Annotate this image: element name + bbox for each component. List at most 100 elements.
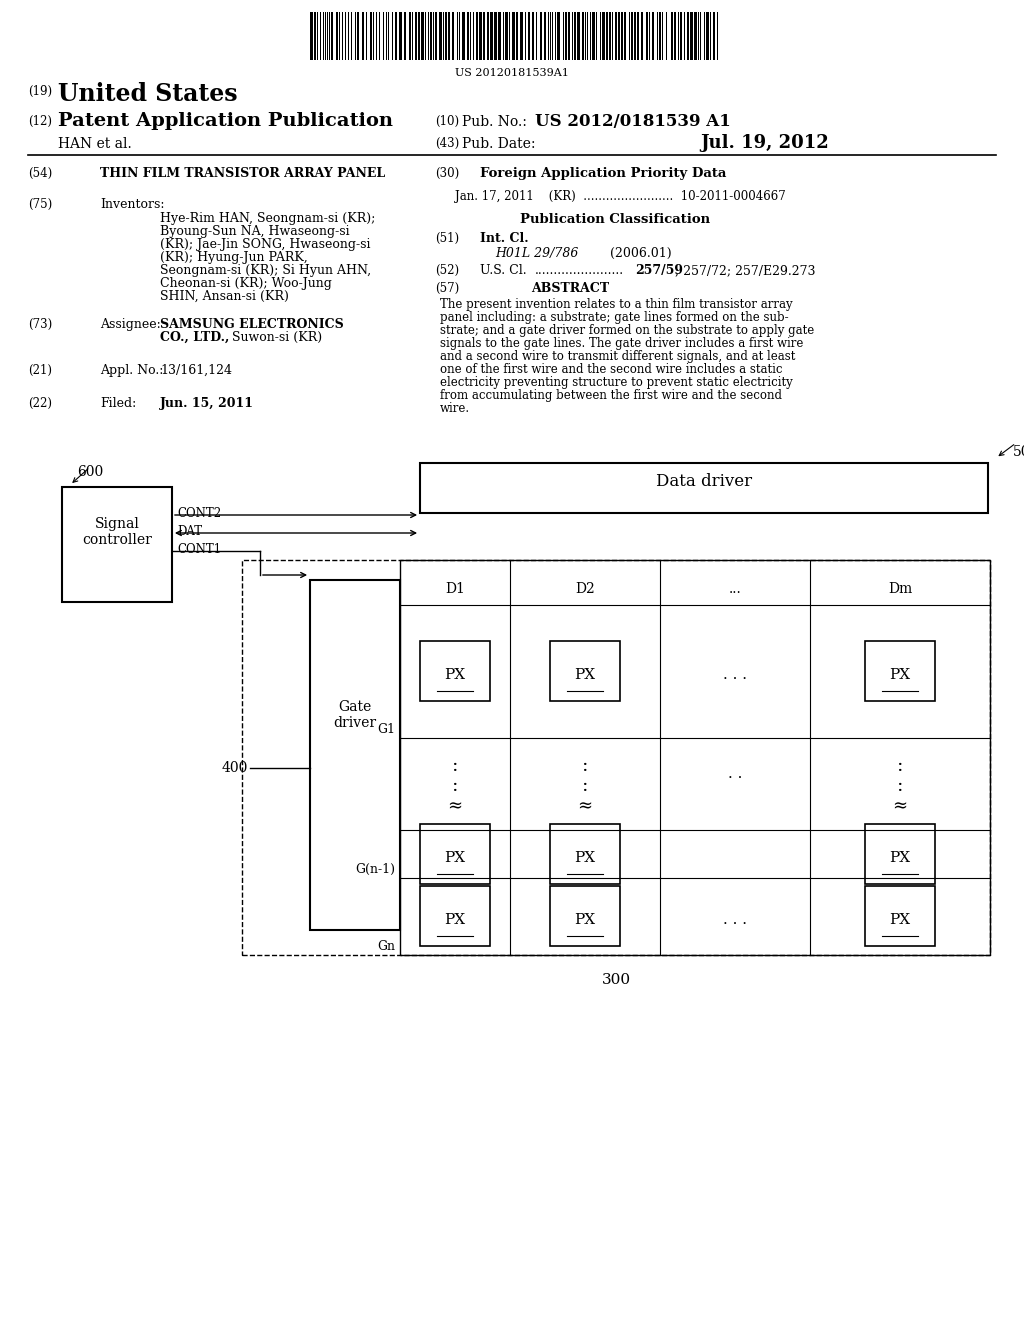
Bar bbox=[671, 12, 673, 59]
Bar bbox=[532, 12, 535, 59]
Text: Signal
controller: Signal controller bbox=[82, 517, 152, 548]
Bar bbox=[420, 642, 490, 701]
Bar bbox=[577, 12, 580, 59]
Bar bbox=[865, 642, 935, 701]
Text: signals to the gate lines. The gate driver includes a first wire: signals to the gate lines. The gate driv… bbox=[440, 337, 804, 350]
Bar bbox=[621, 12, 623, 59]
Text: PX: PX bbox=[444, 851, 466, 865]
Bar bbox=[520, 12, 523, 59]
Text: PX: PX bbox=[444, 668, 466, 682]
Text: Gn: Gn bbox=[377, 940, 395, 953]
Bar bbox=[370, 12, 372, 59]
Bar bbox=[494, 12, 497, 59]
Text: Dm: Dm bbox=[888, 582, 912, 597]
Text: (2006.01): (2006.01) bbox=[610, 247, 672, 260]
Text: CONT1: CONT1 bbox=[177, 543, 221, 556]
Text: :: : bbox=[452, 777, 459, 795]
Text: Jan. 17, 2011    (KR)  ........................  10-2011-0004667: Jan. 17, 2011 (KR) .....................… bbox=[455, 190, 785, 203]
Text: (KR); Jae-Jin SONG, Hwaseong-si: (KR); Jae-Jin SONG, Hwaseong-si bbox=[160, 238, 371, 251]
Text: Gate
driver: Gate driver bbox=[334, 700, 377, 730]
Text: Patent Application Publication: Patent Application Publication bbox=[58, 112, 393, 129]
Text: Seongnam-si (KR); Si Hyun AHN,: Seongnam-si (KR); Si Hyun AHN, bbox=[160, 264, 371, 277]
Bar bbox=[489, 12, 493, 59]
Text: D2: D2 bbox=[575, 582, 595, 597]
Text: (43): (43) bbox=[435, 137, 459, 150]
Bar bbox=[395, 12, 397, 59]
Text: ≈: ≈ bbox=[893, 797, 907, 814]
Bar bbox=[582, 12, 584, 59]
Bar bbox=[687, 12, 689, 59]
Bar bbox=[242, 560, 990, 954]
Text: Appl. No.:: Appl. No.: bbox=[100, 364, 164, 378]
Text: wire.: wire. bbox=[440, 403, 470, 414]
Bar bbox=[453, 12, 455, 59]
Text: panel including: a substrate; gate lines formed on the sub-: panel including: a substrate; gate lines… bbox=[440, 312, 788, 323]
Bar bbox=[418, 12, 420, 59]
Bar bbox=[545, 12, 547, 59]
Text: (52): (52) bbox=[435, 264, 459, 277]
Text: (KR); Hyung-Jun PARK,: (KR); Hyung-Jun PARK, bbox=[160, 251, 308, 264]
Bar bbox=[690, 12, 692, 59]
Bar bbox=[409, 12, 411, 59]
Text: Int. Cl.: Int. Cl. bbox=[480, 232, 528, 246]
Text: Jul. 19, 2012: Jul. 19, 2012 bbox=[700, 135, 828, 152]
Text: The present invention relates to a thin film transistor array: The present invention relates to a thin … bbox=[440, 298, 793, 312]
Bar bbox=[482, 12, 484, 59]
Text: :: : bbox=[582, 756, 588, 775]
Bar bbox=[646, 12, 648, 59]
Text: Byoung-Sun NA, Hwaseong-si: Byoung-Sun NA, Hwaseong-si bbox=[160, 224, 349, 238]
Text: ; 257/72; 257/E29.273: ; 257/72; 257/E29.273 bbox=[675, 264, 815, 277]
Bar bbox=[400, 560, 990, 954]
Text: G1: G1 bbox=[377, 723, 395, 737]
Text: CONT2: CONT2 bbox=[177, 507, 221, 520]
Bar bbox=[516, 12, 518, 59]
Bar bbox=[420, 463, 988, 513]
Text: United States: United States bbox=[58, 82, 238, 106]
Bar bbox=[865, 824, 935, 884]
Text: Jun. 15, 2011: Jun. 15, 2011 bbox=[160, 397, 254, 411]
Text: Pub. Date:: Pub. Date: bbox=[462, 137, 536, 150]
Bar bbox=[449, 12, 451, 59]
Bar bbox=[713, 12, 715, 59]
Text: PX: PX bbox=[574, 668, 596, 682]
Text: .......................: ....................... bbox=[535, 264, 624, 277]
Text: (19): (19) bbox=[28, 84, 52, 98]
Bar bbox=[463, 12, 465, 59]
Text: Publication Classification: Publication Classification bbox=[520, 213, 710, 226]
Bar bbox=[865, 886, 935, 946]
Text: Cheonan-si (KR); Woo-Jung: Cheonan-si (KR); Woo-Jung bbox=[160, 277, 332, 290]
Text: D1: D1 bbox=[445, 582, 465, 597]
Bar bbox=[435, 12, 437, 59]
Text: PX: PX bbox=[890, 668, 910, 682]
Bar bbox=[415, 12, 417, 59]
Text: (10): (10) bbox=[435, 115, 459, 128]
Text: ...: ... bbox=[729, 582, 741, 597]
Bar bbox=[314, 12, 316, 59]
Bar bbox=[475, 12, 477, 59]
Bar bbox=[602, 12, 605, 59]
Text: (12): (12) bbox=[28, 115, 52, 128]
Text: :: : bbox=[452, 756, 459, 775]
Text: DAT: DAT bbox=[177, 525, 202, 539]
Bar bbox=[420, 824, 490, 884]
Text: Filed:: Filed: bbox=[100, 397, 136, 411]
Text: Suwon-si (KR): Suwon-si (KR) bbox=[228, 331, 323, 345]
Text: (22): (22) bbox=[28, 397, 52, 411]
Bar bbox=[399, 12, 401, 59]
Text: 13/161,124: 13/161,124 bbox=[160, 364, 232, 378]
Bar bbox=[674, 12, 676, 59]
Bar bbox=[336, 12, 338, 59]
Text: and a second wire to transmit different signals, and at least: and a second wire to transmit different … bbox=[440, 350, 796, 363]
Text: Pub. No.:: Pub. No.: bbox=[462, 115, 527, 129]
Text: (51): (51) bbox=[435, 232, 459, 246]
Bar bbox=[467, 12, 469, 59]
Text: SHIN, Ansan-si (KR): SHIN, Ansan-si (KR) bbox=[160, 290, 289, 304]
Text: US 2012/0181539 A1: US 2012/0181539 A1 bbox=[535, 114, 731, 129]
Bar bbox=[528, 12, 530, 59]
Text: PX: PX bbox=[890, 851, 910, 865]
Bar bbox=[361, 12, 364, 59]
Bar bbox=[505, 12, 508, 59]
Text: PX: PX bbox=[890, 913, 910, 927]
Bar bbox=[421, 12, 424, 59]
Text: :: : bbox=[897, 777, 903, 795]
